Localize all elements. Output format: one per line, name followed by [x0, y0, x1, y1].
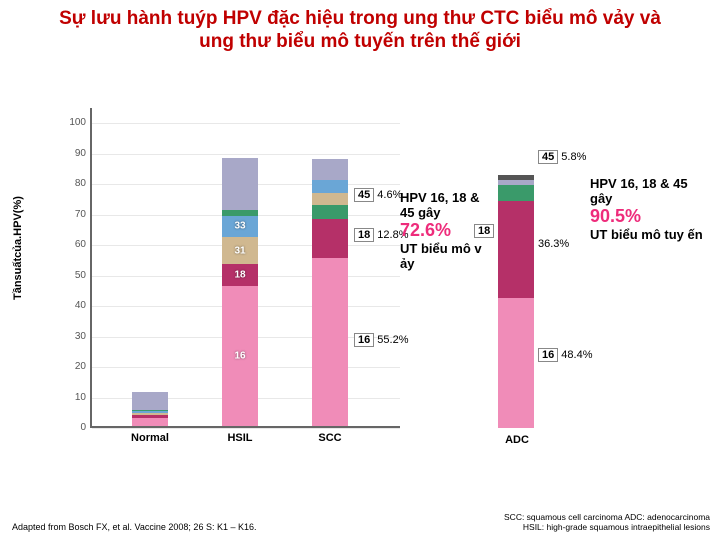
bar-segment	[498, 298, 534, 428]
bar-segment	[312, 205, 348, 219]
value-callout: 16 55.2%	[354, 333, 409, 347]
y-tick-label: 40	[64, 300, 86, 311]
value-callout: 18	[474, 224, 494, 238]
adc-category-label: ADC	[492, 434, 542, 446]
bar-segment	[312, 258, 348, 426]
bar-segment	[312, 219, 348, 258]
bar-segment	[312, 159, 348, 180]
bar-segment: 31	[222, 237, 258, 264]
segment-label: 33	[234, 221, 245, 232]
y-tick-label: 60	[64, 239, 86, 250]
segment-label: 31	[234, 245, 245, 256]
segment-label: 16	[234, 350, 245, 361]
value-callout: 45 4.6%	[354, 188, 402, 202]
stacked-bar	[132, 392, 168, 426]
gridline	[92, 123, 400, 124]
bar-segment	[498, 185, 534, 201]
y-tick-label: 50	[64, 270, 86, 281]
bar-segment	[132, 392, 168, 410]
value-callout: 45 5.8%	[538, 150, 586, 164]
plot-area: 0102030405060708090100Normal33311816HSIL…	[90, 108, 400, 428]
abbreviations: SCC: squamous cell carcinoma ADC: adenoc…	[504, 512, 710, 532]
bar-segment	[498, 201, 534, 298]
gridline	[92, 428, 400, 429]
bar-segment: 16	[222, 286, 258, 426]
bar-segment: 33	[222, 216, 258, 237]
main-chart: 0 10 20 30 40 50 60 70 80 90 100 Normal 33 31 18 16 HSIL…	[45, 108, 400, 488]
bar-segment	[132, 418, 168, 426]
chart-title: Sự lưu hành tuýp HPV đặc hiệu trong ung …	[0, 0, 720, 56]
stacked-bar: 33 31 18 16	[222, 158, 258, 426]
y-tick-label: 0	[64, 422, 86, 433]
y-tick-label: 20	[64, 361, 86, 372]
y-tick-label: 80	[64, 178, 86, 189]
stacked-bar	[312, 159, 348, 426]
category-label: SCC	[300, 432, 360, 444]
category-label: HSIL	[210, 432, 270, 444]
bar-segment: 18	[222, 264, 258, 285]
adc-bar-area: ADC 16 48.4%36.3%1845 5.8%	[498, 160, 538, 428]
segment-label: 18	[234, 270, 245, 281]
value-callout: 16 48.4%	[538, 348, 593, 362]
y-tick-label: 70	[64, 209, 86, 220]
bar-segment	[312, 193, 348, 205]
bar-segment	[222, 158, 258, 210]
y-tick-label: 30	[64, 331, 86, 342]
adc-bar	[498, 175, 534, 428]
bar-segment	[312, 180, 348, 192]
gridline	[92, 154, 400, 155]
y-tick-label: 90	[64, 148, 86, 159]
y-tick-label: 10	[64, 392, 86, 403]
category-label: Normal	[120, 432, 180, 444]
annotation-adc: HPV 16, 18 & 45 gây 90.5% UT biểu mô tuy…	[590, 176, 710, 242]
y-axis-label: Tầnsuấtcủa.HPV(%)	[12, 196, 24, 300]
value-callout: 36.3%	[538, 238, 569, 250]
y-tick-label: 100	[64, 117, 86, 128]
source-citation: Adapted from Bosch FX, et al. Vaccine 20…	[12, 522, 256, 532]
